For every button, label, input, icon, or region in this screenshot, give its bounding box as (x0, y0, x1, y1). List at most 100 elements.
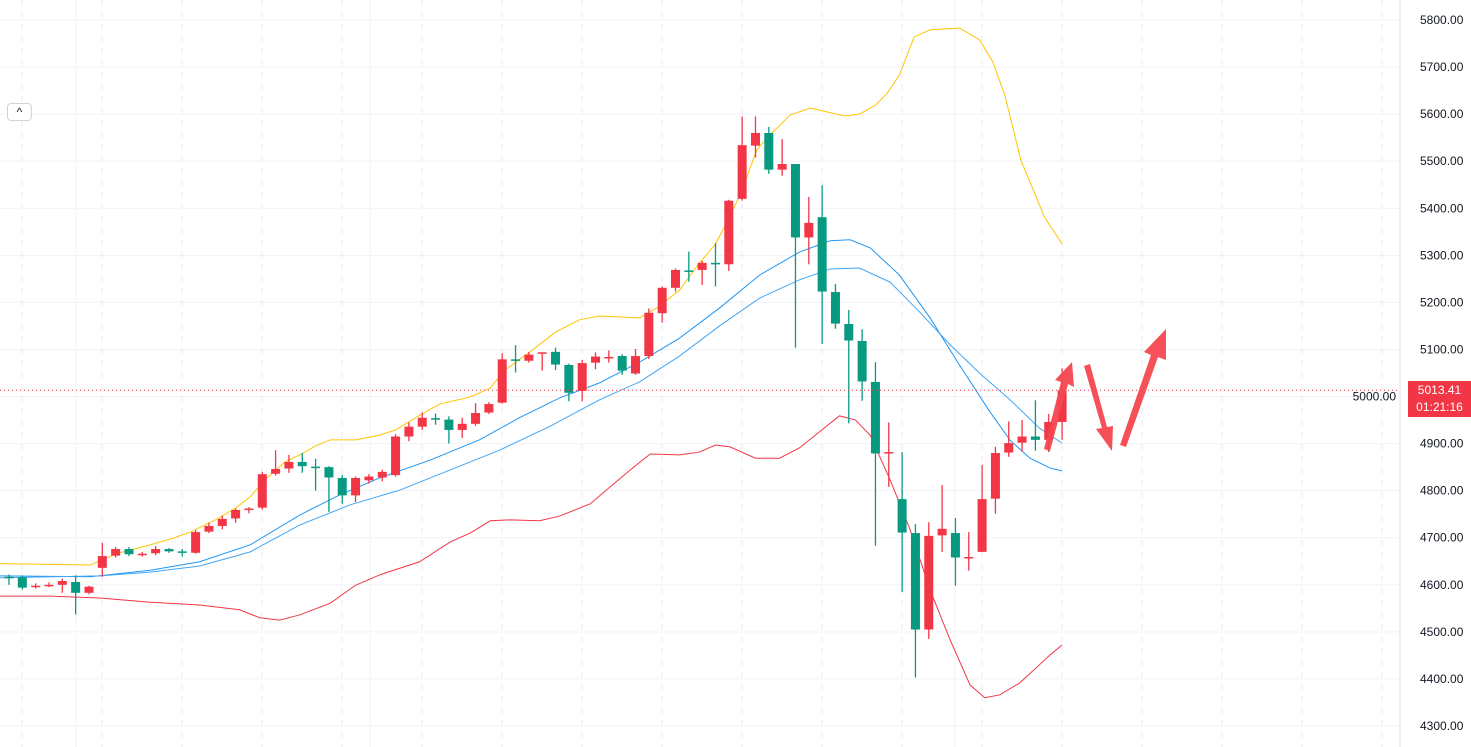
candle-body (164, 549, 174, 552)
candle-up (591, 352, 601, 370)
candle-up (84, 585, 94, 595)
y-tick-label: 5400.00 (1420, 201, 1464, 215)
candle-down (710, 243, 720, 287)
candles (4, 116, 1067, 678)
candle-up (204, 522, 214, 534)
candle-body (551, 351, 561, 365)
candle-body (351, 477, 361, 496)
candle-down (684, 251, 694, 282)
y-tick-label: 5800.00 (1420, 13, 1464, 27)
candle-up (671, 268, 680, 292)
candle-body (617, 356, 627, 371)
candle-down (337, 475, 347, 504)
candle-body (684, 270, 694, 272)
candle-body (977, 499, 987, 552)
candle-down (17, 575, 27, 590)
candle-body (297, 461, 307, 467)
candle-body (857, 340, 867, 382)
arrow-down-annotation (1084, 364, 1113, 451)
candle-up (884, 422, 894, 487)
candle-body (817, 217, 827, 292)
candle-up (657, 286, 667, 323)
y-tick-label: 5100.00 (1420, 342, 1464, 356)
candle-body (444, 419, 454, 430)
candle-body (484, 404, 494, 413)
candle-body (644, 312, 654, 357)
candle-body (4, 576, 14, 579)
candle-up (604, 350, 614, 363)
candle-down (1030, 400, 1040, 451)
candle-down (764, 126, 774, 174)
candle-body (457, 423, 467, 430)
candle-body (97, 556, 107, 568)
candle-up (577, 359, 587, 402)
candle-up (351, 476, 361, 502)
candle-up (724, 199, 734, 271)
candle-body (377, 471, 387, 478)
candle-up (244, 507, 254, 514)
y-tick-label: 4800.00 (1420, 484, 1464, 498)
candle-body (44, 584, 54, 587)
candle-down (431, 413, 441, 425)
y-tick-label: 5300.00 (1420, 248, 1464, 262)
candle-body (1030, 436, 1040, 440)
candle-body (151, 549, 161, 554)
moving-average-fast-line (0, 239, 1063, 578)
candle-body (964, 557, 974, 559)
moving-average-slow-line (0, 267, 1063, 579)
grid (0, 0, 1401, 747)
candle-up (44, 582, 54, 588)
candle-down (444, 416, 454, 444)
candle-body (790, 164, 800, 238)
candle-body (1057, 390, 1067, 422)
candle-body (71, 581, 81, 593)
y-tick-label: 5700.00 (1420, 60, 1464, 74)
candle-body (191, 532, 201, 553)
candle-body (404, 426, 414, 437)
candle-body (1004, 443, 1014, 453)
candle-up (284, 454, 294, 473)
candle-body (177, 551, 187, 553)
candle-down (790, 164, 800, 348)
candle-down (857, 329, 867, 401)
y-tick-label: 5200.00 (1420, 295, 1464, 309)
candle-down (551, 347, 561, 371)
chevron-up-icon: ^ (16, 105, 23, 119)
candle-up (457, 417, 467, 438)
y-tick-label: 5000.00 (1353, 390, 1397, 404)
candle-up (750, 116, 760, 158)
candle-body (271, 469, 281, 474)
candle-body (764, 132, 774, 170)
candle-down (910, 524, 920, 678)
candle-body (844, 324, 854, 341)
annotation-arrows (1044, 329, 1166, 451)
candle-down (311, 458, 321, 491)
bar-countdown: 01:21:16 (1416, 400, 1463, 414)
candle-body (724, 200, 734, 265)
candle-body (537, 352, 547, 354)
candle-body (137, 553, 147, 556)
y-tick-label: 5600.00 (1420, 107, 1464, 121)
candle-body (697, 262, 707, 270)
candle-body (324, 467, 334, 478)
candle-down (897, 452, 907, 592)
collapse-button[interactable]: ^ (7, 103, 32, 121)
y-tick-label: 4400.00 (1420, 672, 1464, 686)
candle-body (870, 381, 880, 454)
candle-body (564, 364, 574, 393)
price-axis[interactable]: 5800.00 5700.00 5600.00 5500.00 5400.00 5300.… (1353, 13, 1464, 733)
candle-down (830, 284, 840, 329)
candle-body (591, 356, 601, 363)
arrow-up-annotation (1044, 362, 1074, 451)
candle-body (657, 287, 667, 314)
candle-down (297, 453, 307, 473)
candle-up (484, 402, 494, 414)
candle-up (964, 532, 974, 571)
candle-body (217, 518, 227, 526)
candle-up (271, 450, 281, 476)
y-tick-label: 4600.00 (1420, 578, 1464, 592)
candle-up (231, 508, 241, 523)
candle-body (17, 577, 27, 588)
candle-up (97, 542, 107, 577)
